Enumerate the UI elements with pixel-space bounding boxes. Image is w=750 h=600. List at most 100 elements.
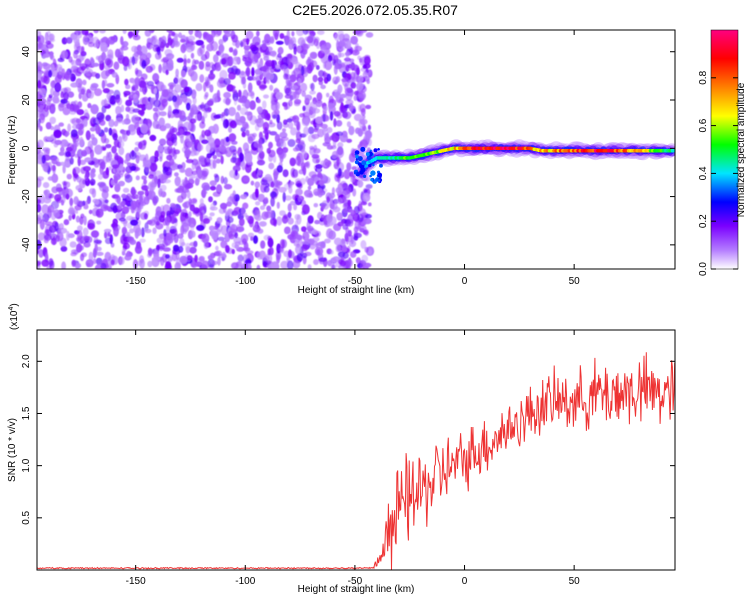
noise-dot: [96, 246, 102, 252]
noise-dot: [137, 104, 144, 109]
noise-dot: [42, 53, 50, 58]
noise-dot: [185, 242, 191, 252]
noise-dot: [80, 213, 85, 219]
noise-dot: [47, 206, 53, 213]
noise-dot: [301, 90, 307, 97]
noise-dot: [304, 94, 313, 101]
noise-dot: [111, 71, 118, 78]
noise-dot: [296, 214, 302, 225]
noise-dot: [172, 203, 177, 211]
noise-dot: [262, 100, 267, 109]
noise-dot: [336, 156, 340, 167]
noise-dot: [220, 145, 226, 154]
noise-dot: [233, 236, 242, 244]
noise-dot: [199, 121, 206, 129]
noise-dot: [83, 118, 88, 127]
noise-dot: [359, 56, 365, 66]
noise-dot: [84, 58, 91, 67]
noise-dot: [228, 47, 234, 53]
noise-dot: [249, 100, 256, 110]
noise-dot: [359, 208, 367, 218]
noise-dot: [104, 231, 108, 239]
noise-dot: [134, 122, 140, 131]
noise-dot: [179, 255, 188, 264]
noise-dot: [177, 195, 184, 203]
noise-dot: [296, 234, 303, 241]
noise-dot: [44, 189, 51, 198]
noise-dot: [256, 98, 261, 104]
noise-dot: [116, 204, 123, 210]
noise-dot: [101, 190, 109, 200]
colorbar-tick-label: 0.8: [698, 70, 709, 84]
noise-dot: [104, 199, 109, 204]
noise-dot: [113, 226, 119, 237]
noise-dot: [161, 89, 169, 98]
noise-dot: [85, 130, 91, 141]
noise-dot: [363, 218, 372, 225]
noise-dot: [175, 252, 180, 261]
noise-dot: [118, 146, 125, 156]
noise-dot: [134, 76, 141, 87]
noise-dot: [353, 90, 359, 96]
noise-dot: [304, 251, 312, 257]
noise-dot: [84, 31, 89, 37]
noise-dot: [270, 92, 275, 103]
noise-dot: [135, 154, 140, 164]
noise-dot: [70, 82, 79, 88]
noise-dot: [347, 245, 351, 254]
noise-dot: [296, 30, 305, 37]
noise-dot: [297, 196, 302, 202]
noise-dot: [76, 237, 80, 242]
noise-dot: [281, 64, 287, 72]
noise-dot: [37, 30, 42, 37]
noise-dot: [169, 84, 174, 90]
noise-dot: [159, 41, 165, 52]
noise-dot: [235, 68, 241, 76]
noise-dot: [144, 30, 152, 37]
noise-dot: [349, 63, 358, 69]
noise-dot: [317, 76, 324, 83]
noise-dot: [232, 165, 241, 172]
noise-dot: [264, 46, 273, 52]
noise-dot: [209, 142, 216, 152]
track-cell: [363, 164, 369, 168]
noise-dot: [75, 185, 82, 191]
noise-dot: [146, 80, 155, 87]
noise-dot: [266, 68, 275, 73]
noise-dot: [368, 202, 372, 207]
noise-dot: [223, 183, 233, 190]
noise-dot: [212, 191, 221, 197]
noise-dot: [234, 232, 239, 239]
noise-dot: [50, 63, 55, 73]
noise-dot: [211, 260, 218, 266]
noise-dot: [209, 180, 217, 187]
noise-dot: [45, 229, 50, 235]
noise-dot: [61, 193, 66, 204]
noise-dot: [242, 247, 251, 252]
colorbar-tick-label: 0.4: [698, 166, 709, 180]
noise-dot: [201, 233, 210, 244]
track-transition-dot: [357, 156, 363, 162]
noise-dot: [125, 193, 132, 201]
noise-dot: [238, 217, 245, 227]
noise-dot: [174, 74, 180, 85]
noise-dot: [93, 88, 103, 97]
noise-dot: [350, 251, 357, 258]
noise-dot: [131, 84, 139, 91]
noise-dot: [162, 101, 167, 109]
noise-dot: [131, 45, 138, 53]
noise-dot: [158, 188, 163, 197]
noise-dot: [141, 175, 147, 180]
noise-dot: [348, 103, 354, 112]
colorbar: 0.0 0.2 0.4 0.6 0.8 Normalized spectral ampl…: [698, 29, 747, 276]
noise-dot: [83, 235, 90, 242]
noise-dot: [291, 159, 295, 166]
noise-dot: [148, 174, 155, 180]
noise-dot: [338, 259, 344, 265]
noise-dot: [58, 102, 64, 112]
noise-dot: [279, 33, 285, 39]
noise-dot: [112, 205, 118, 214]
noise-dot: [144, 189, 149, 197]
noise-dot: [137, 118, 145, 125]
noise-dot: [307, 215, 314, 224]
